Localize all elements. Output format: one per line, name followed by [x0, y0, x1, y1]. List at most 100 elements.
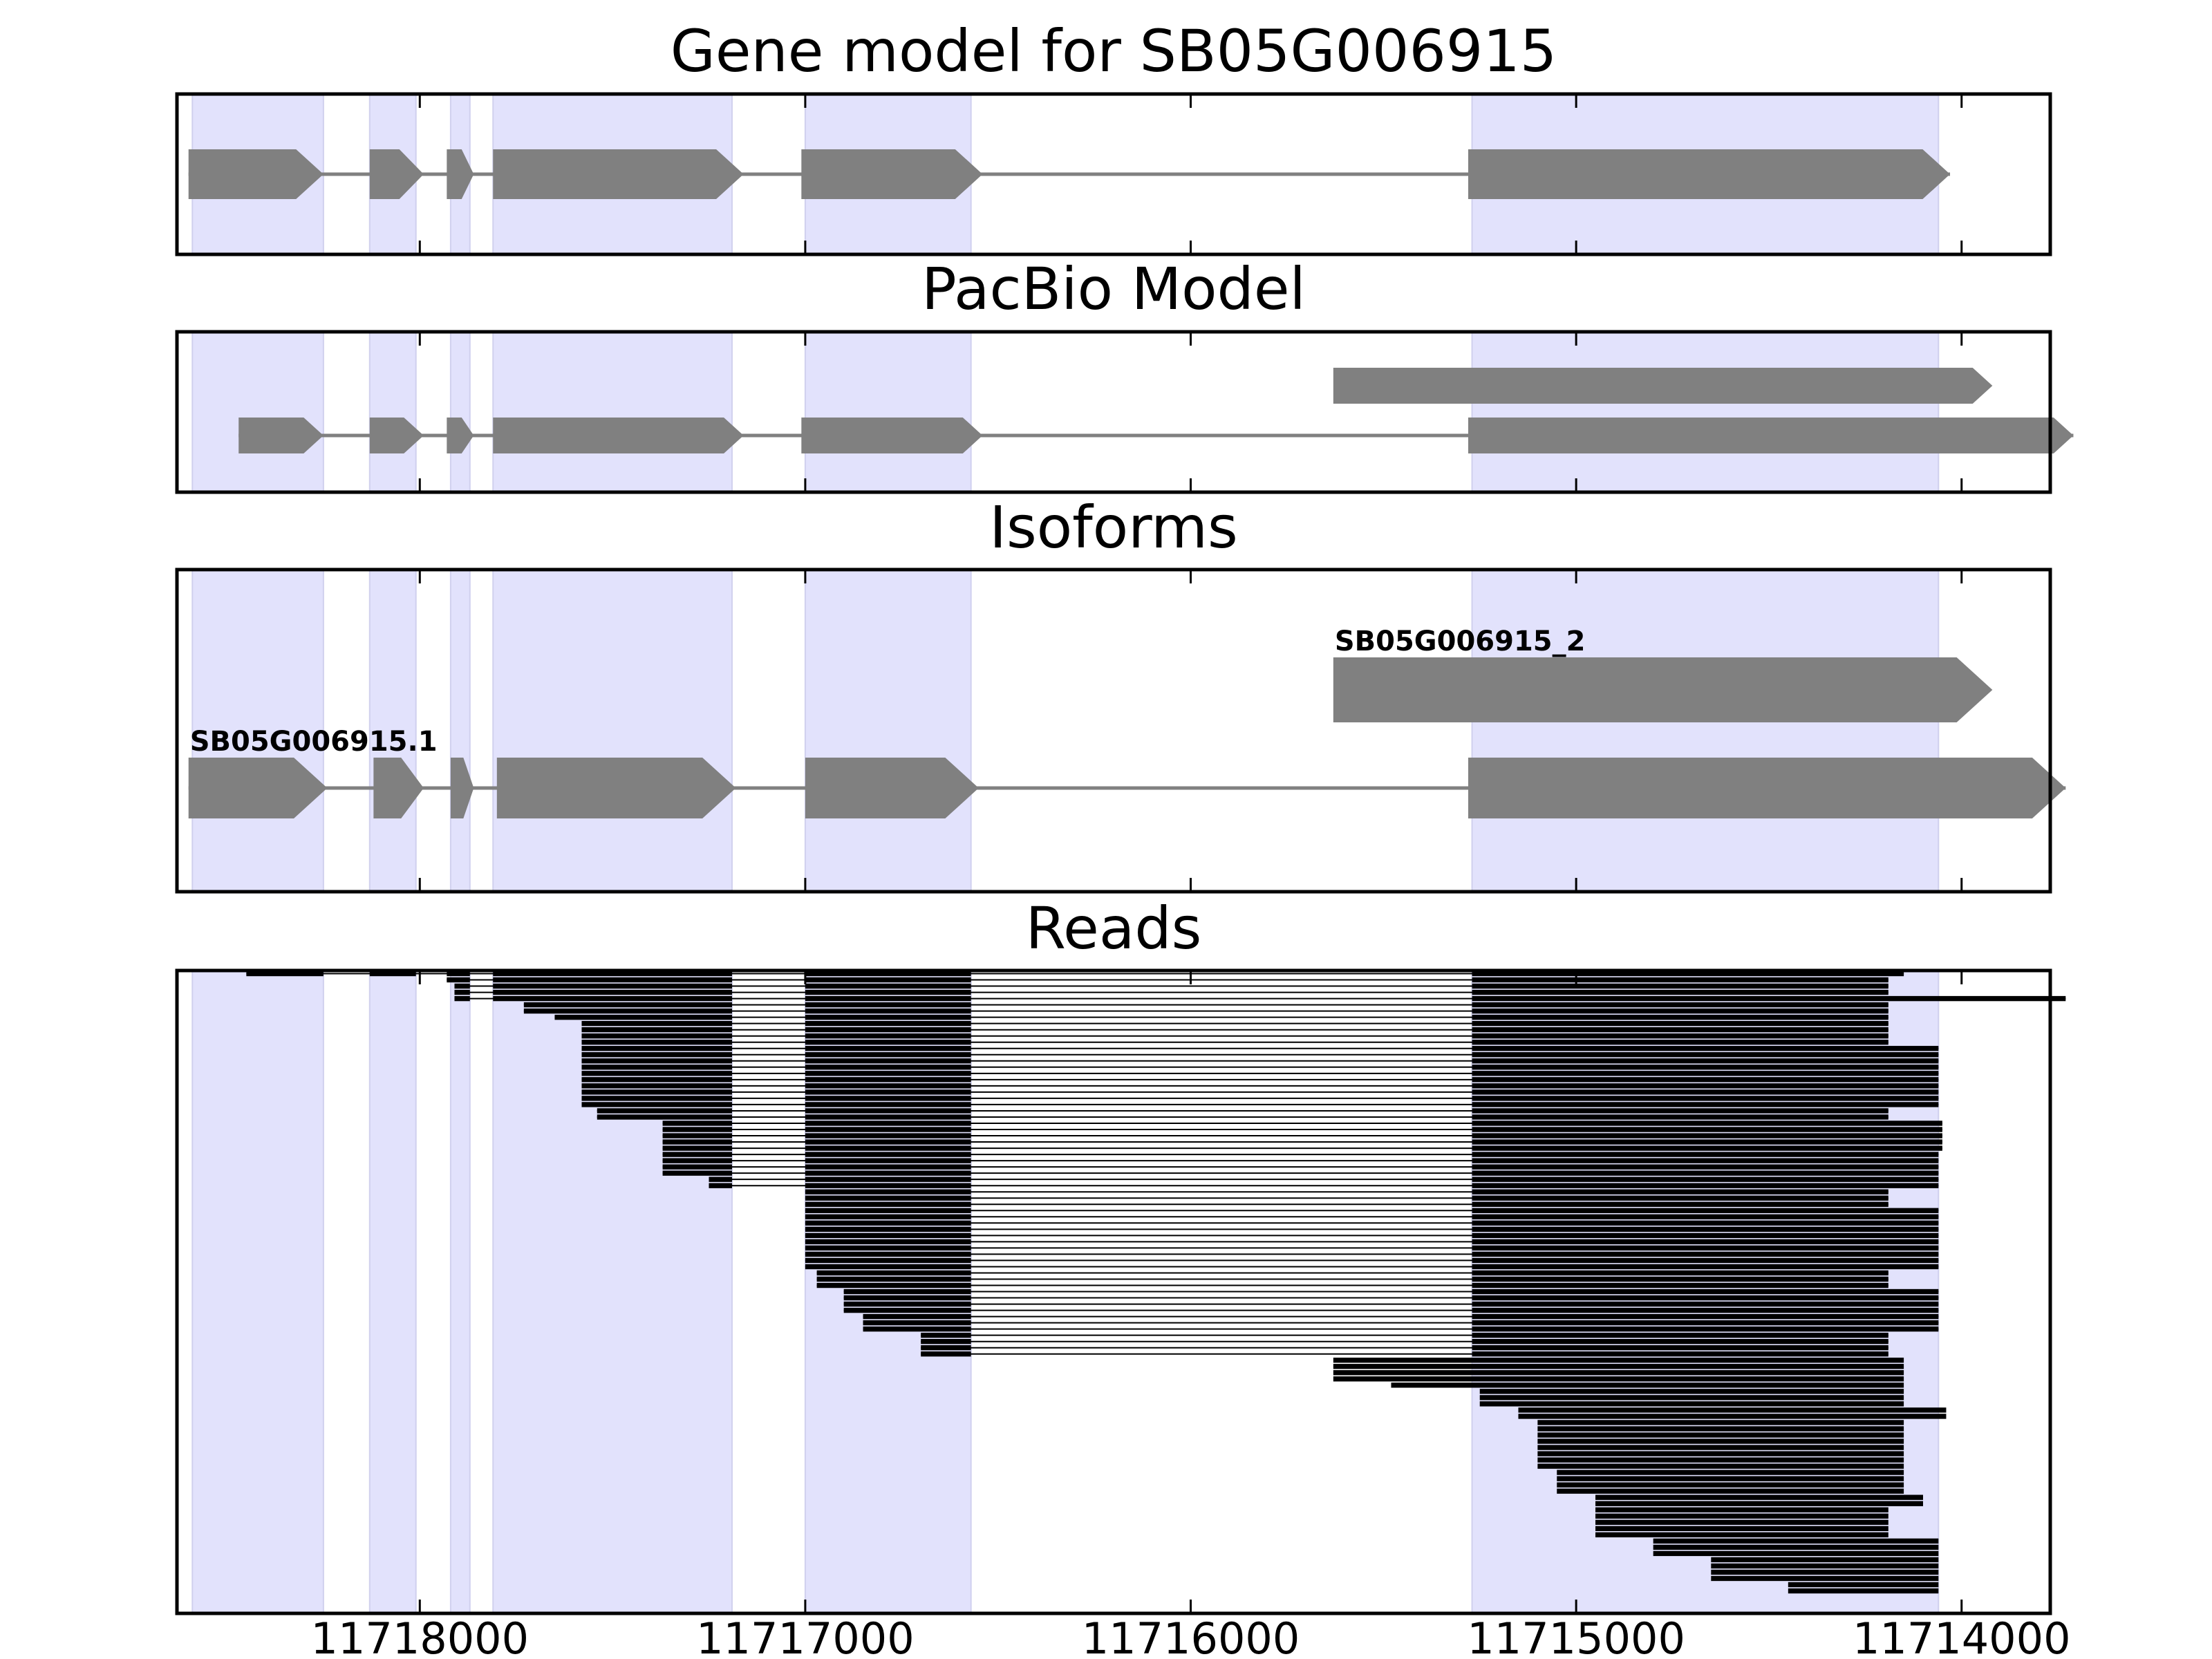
read-block	[805, 1170, 971, 1176]
read-block	[493, 995, 732, 1002]
read-block	[1472, 995, 2066, 1002]
read-block	[1479, 1401, 1904, 1407]
read-block	[1472, 1083, 1939, 1089]
read-block	[1472, 1121, 1942, 1126]
exon-arrow	[805, 758, 979, 818]
read-block	[1595, 1526, 1888, 1531]
x-tick-label: 11718000	[311, 1613, 529, 1659]
panel-frame	[175, 330, 2052, 494]
read-block	[805, 1251, 971, 1257]
read-block	[1472, 1040, 1888, 1045]
read-block	[805, 1108, 971, 1114]
read-block	[1537, 1451, 1904, 1456]
read-block	[1472, 1257, 1939, 1264]
read-block	[581, 1065, 732, 1070]
exon-region-shading	[804, 569, 972, 892]
read-block	[805, 977, 971, 983]
read-block	[805, 1102, 971, 1107]
read-block	[1472, 971, 1904, 977]
read-block	[1595, 1519, 1888, 1525]
read-block	[1472, 1276, 1888, 1282]
read-block	[447, 971, 470, 977]
read-block	[1537, 1445, 1904, 1450]
x-tick-label: 11716000	[1082, 1613, 1300, 1659]
read-block	[581, 1020, 732, 1027]
read-block	[662, 1158, 732, 1163]
read-block	[1333, 1376, 1904, 1382]
read-block	[805, 1158, 971, 1163]
read-block	[1472, 1282, 1888, 1288]
read-block	[1472, 1027, 1888, 1033]
read-block	[1653, 1550, 1939, 1557]
read-block	[1472, 1288, 1939, 1295]
read-block	[805, 1195, 971, 1201]
read-block	[1472, 1226, 1939, 1232]
read-block	[662, 1170, 732, 1176]
read-block	[805, 1020, 971, 1027]
read-block	[805, 1096, 971, 1101]
panel-frame	[175, 92, 2052, 256]
read-block	[662, 1164, 732, 1170]
read-block	[805, 989, 971, 995]
read-block	[805, 1245, 971, 1251]
read-block	[1595, 1513, 1888, 1519]
exon-arrow	[369, 149, 424, 199]
read-block	[1595, 1494, 1923, 1500]
read-block	[805, 1114, 971, 1120]
read-block	[709, 1183, 732, 1188]
exon-region-shading	[191, 569, 324, 892]
read-block	[1472, 1020, 1888, 1027]
read-block	[1557, 1488, 1904, 1494]
panel-title: PacBio Model	[921, 255, 1306, 323]
read-block	[1472, 1145, 1942, 1151]
read-block	[1472, 1077, 1939, 1082]
panel-frame	[175, 568, 2052, 894]
read-block	[1472, 1170, 1939, 1176]
exon-arrow	[238, 418, 324, 453]
read-block	[1472, 1313, 1939, 1320]
read-block	[816, 1270, 971, 1276]
read-block	[1472, 1220, 1939, 1226]
read-block	[454, 995, 470, 1002]
exon-region-shading	[368, 331, 417, 493]
exon-arrow	[1333, 657, 1993, 722]
read-block	[805, 1002, 971, 1008]
read-block	[805, 1264, 971, 1270]
exon-arrow	[493, 149, 744, 199]
panel-title: Isoforms	[989, 494, 1238, 561]
read-block	[843, 1301, 971, 1307]
read-block	[1472, 1320, 1939, 1326]
read-block	[1472, 1139, 1942, 1145]
read-block	[523, 1002, 732, 1008]
read-block	[1472, 1195, 1888, 1201]
exon-region-shading	[449, 569, 471, 892]
read-block	[805, 1077, 971, 1082]
read-block	[1472, 1189, 1888, 1194]
read-block	[246, 971, 324, 977]
read-block	[1472, 1114, 1888, 1120]
read-block	[581, 1033, 732, 1039]
read-block	[1518, 1414, 1947, 1419]
read-block	[805, 1139, 971, 1145]
read-block	[1472, 1245, 1939, 1251]
read-block	[1472, 1338, 1888, 1344]
read-block	[816, 1276, 971, 1282]
read-block	[1472, 1264, 1939, 1270]
read-block	[1472, 1071, 1939, 1076]
read-block	[805, 1177, 971, 1182]
panel-title: Gene model for SB05G006915	[671, 17, 1557, 85]
read-block	[1711, 1563, 1939, 1569]
x-tick-label: 11715000	[1467, 1613, 1685, 1659]
read-block	[523, 1008, 732, 1014]
exon-arrow	[369, 418, 424, 453]
read-block	[1472, 1008, 1888, 1014]
read-block	[493, 977, 732, 983]
read-block	[1518, 1407, 1947, 1413]
read-block	[805, 1127, 971, 1132]
read-block	[805, 1133, 971, 1138]
read-block	[843, 1295, 971, 1301]
read-block	[493, 989, 732, 995]
read-block	[554, 1014, 732, 1020]
read-block	[1472, 1208, 1939, 1213]
x-tick-label: 11714000	[1853, 1613, 2071, 1659]
